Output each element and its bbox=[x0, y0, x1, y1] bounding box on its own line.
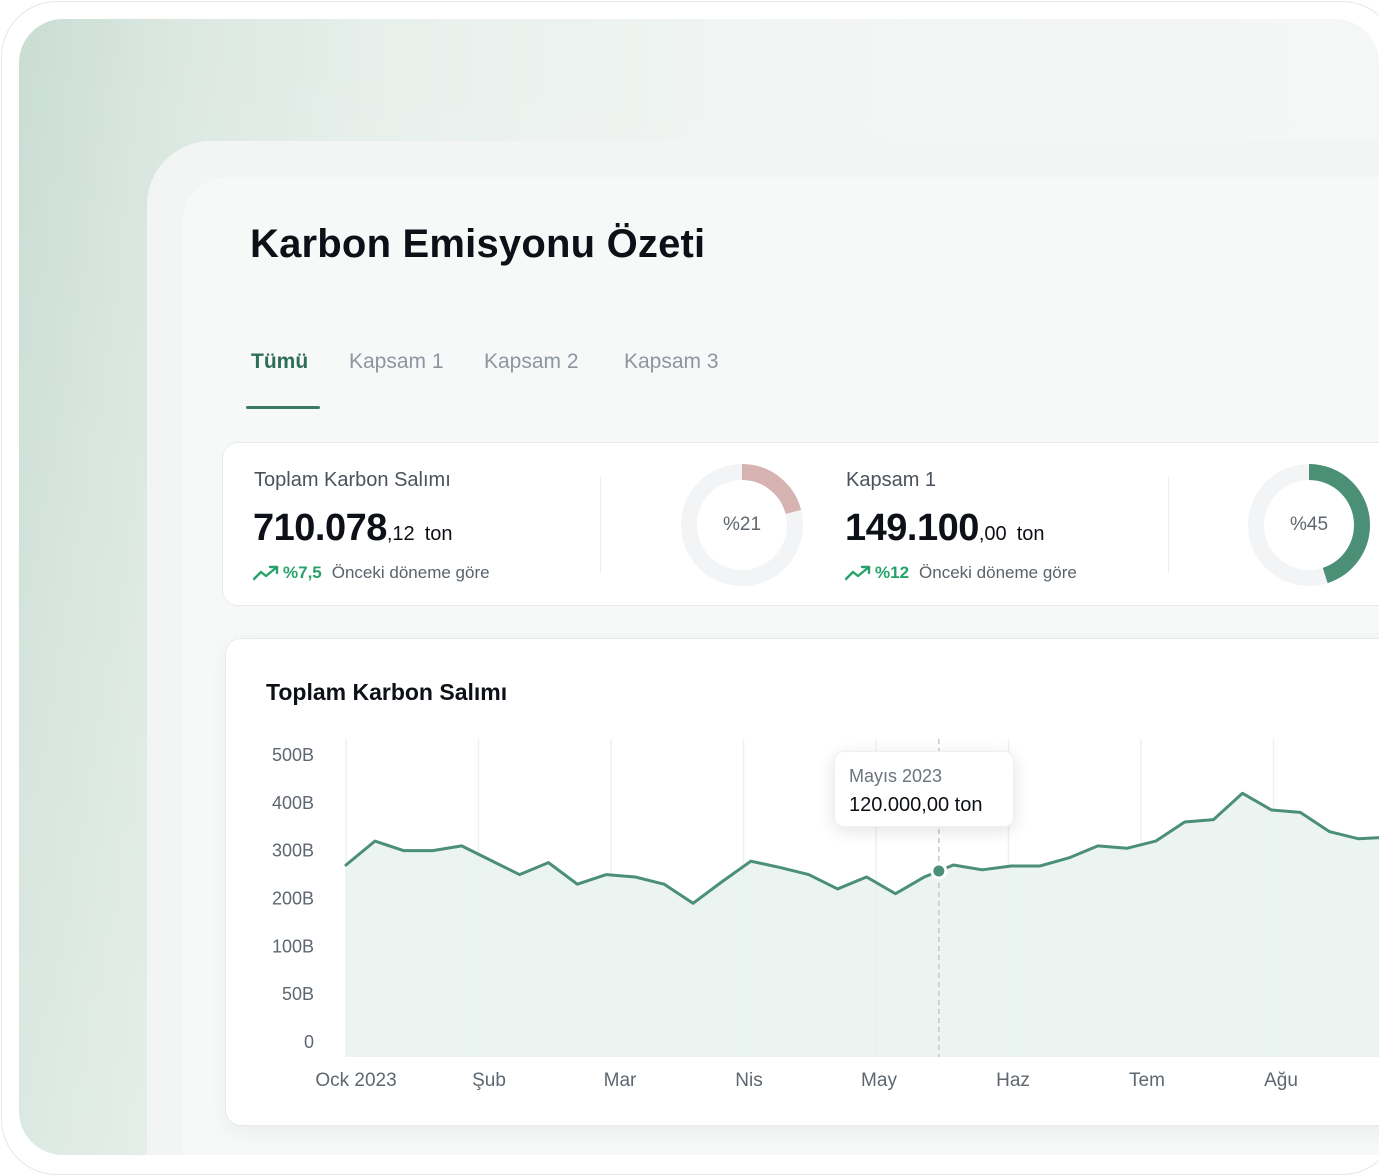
tooltip-value: 120.000,00 ton bbox=[849, 794, 983, 816]
stat-total-value-frac: ,12 bbox=[386, 523, 415, 545]
stat-total-trend-text: Önceki döneme göre bbox=[331, 563, 490, 582]
stat-total-donut bbox=[681, 464, 803, 586]
stat-total-value: 710.078,12 ton bbox=[253, 507, 453, 550]
stat-scope1-value: 149.100,00 ton bbox=[845, 507, 1045, 550]
chart-tooltip: Mayıs 2023 120.000,00 ton bbox=[834, 751, 1014, 827]
y-tick-label: 200B bbox=[272, 889, 314, 909]
active-tab-indicator bbox=[246, 406, 320, 409]
stat-total-trend-pct: %7,5 bbox=[283, 563, 322, 582]
stat-total-unit: ton bbox=[424, 523, 453, 545]
series-area bbox=[346, 793, 1399, 1057]
x-tick-label: Ağu bbox=[1264, 1070, 1298, 1091]
trend-up-icon bbox=[845, 565, 871, 581]
stat-scope1-donut-label: %45 bbox=[1289, 514, 1329, 535]
x-tick-label: Haz bbox=[996, 1070, 1030, 1091]
stat-total-value-int: 710.078 bbox=[253, 507, 387, 549]
y-tick-label: 500B bbox=[272, 745, 314, 765]
chart-title: Toplam Karbon Salımı bbox=[266, 679, 508, 705]
stat-total-donut-label: %21 bbox=[722, 514, 762, 535]
x-tick-label: Ock 2023 bbox=[315, 1070, 396, 1091]
x-tick-label: Şub bbox=[472, 1070, 506, 1091]
x-tick-label: Mar bbox=[604, 1070, 637, 1091]
emission-chart-card: Toplam Karbon Salımı 0 50B 100B 200B 300B 400… bbox=[225, 638, 1399, 1126]
tab-kapsam-2[interactable]: Kapsam 2 bbox=[484, 350, 579, 373]
stat-total-trend: %7,5 Önceki döneme göre bbox=[253, 563, 490, 583]
series-line bbox=[344, 791, 1399, 905]
stat-scope1-donut bbox=[1248, 464, 1370, 586]
tab-tumu[interactable]: Tümü bbox=[251, 350, 309, 373]
stat-scope1-trend-text: Önceki döneme göre bbox=[919, 563, 1077, 582]
y-tick-label: 300B bbox=[272, 841, 314, 861]
y-tick-label: 100B bbox=[272, 936, 314, 956]
tooltip-date: Mayıs 2023 bbox=[849, 766, 943, 786]
page-title: Karbon Emisyonu Özeti bbox=[250, 222, 706, 266]
frame-edge bbox=[1379, 0, 1399, 1176]
tab-kapsam-3[interactable]: Kapsam 3 bbox=[624, 350, 719, 373]
stat-scope1-trend: %12 Önceki döneme göre bbox=[845, 563, 1077, 583]
stat-scope1-value-int: 149.100 bbox=[845, 507, 979, 549]
y-tick-label: 50B bbox=[282, 984, 314, 1004]
x-tick-label: May bbox=[861, 1070, 897, 1091]
stat-scope1-trend-pct: %12 bbox=[875, 563, 910, 582]
stat-scope1-unit: ton bbox=[1016, 523, 1045, 545]
tooltip-point bbox=[930, 862, 948, 880]
stats-card: Toplam Karbon Salımı 710.078,12 ton %7,5… bbox=[222, 442, 1399, 606]
stat-total-label: Toplam Karbon Salımı bbox=[254, 469, 451, 491]
tab-kapsam-1[interactable]: Kapsam 1 bbox=[349, 350, 444, 373]
x-tick-label: Tem bbox=[1129, 1070, 1165, 1091]
stat-divider bbox=[1168, 477, 1169, 573]
x-tick-label: Nis bbox=[735, 1070, 762, 1091]
stat-scope1-label: Kapsam 1 bbox=[846, 469, 937, 491]
y-tick-label: 0 bbox=[304, 1032, 314, 1052]
emission-chart: 0 50B 100B 200B 300B 400B 500B Ock 2023 Şub Mar Ni… bbox=[272, 739, 1399, 1091]
stat-divider bbox=[600, 477, 601, 573]
y-tick-label: 400B bbox=[272, 793, 314, 813]
trend-up-icon bbox=[253, 565, 279, 581]
stat-scope1-value-frac: ,00 bbox=[978, 523, 1007, 545]
